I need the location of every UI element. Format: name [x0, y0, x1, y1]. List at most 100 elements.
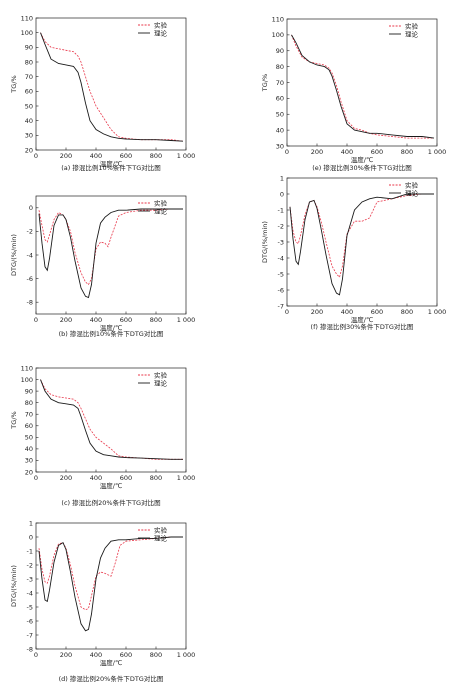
y-axis-label: DTG/(%/min) [261, 221, 269, 263]
chart-panel-d: 0 200 400 600 800 1 000 1 0 -1 -2 -3 -4 -5 -6 -7 -8 温度/℃… [10, 519, 195, 683]
y-tick-label: -3 [278, 238, 284, 246]
series-line-experiment [38, 208, 183, 286]
x-tick-label: 200 [60, 651, 72, 659]
x-tick-label: 400 [90, 316, 102, 324]
x-tick-label: 600 [120, 316, 132, 324]
y-tick-label: 20 [25, 468, 33, 476]
y-tick-label: 0 [29, 204, 33, 212]
x-tick-label: 1 000 [177, 316, 196, 324]
y-tick-label: -4 [27, 589, 33, 597]
chart-panel-f: 0 200 400 600 800 1 000 1 0 -1 -2 -3 -4 -5 -6 -7 温度/℃ DT… [261, 174, 446, 331]
y-tick-label: 20 [25, 146, 33, 154]
x-tick-label: 800 [401, 148, 413, 156]
y-tick-label: 80 [25, 399, 33, 407]
series-line-experiment [38, 536, 183, 611]
y-tick-label: -2 [27, 561, 33, 569]
x-tick-label: 800 [150, 474, 162, 482]
y-tick-label: 70 [25, 73, 33, 81]
y-axis-label: TG/% [261, 74, 269, 92]
x-tick-label: 1 000 [177, 152, 196, 160]
y-tick-label: 90 [25, 387, 33, 395]
y-tick-label: 110 [272, 15, 284, 23]
y-tick-label: -4 [278, 254, 284, 262]
chart-caption: (b) 掺混比例10%条件下DTG对比图 [59, 329, 164, 338]
y-tick-label: 30 [25, 457, 33, 465]
x-tick-label: 0 [285, 308, 289, 316]
x-tick-label: 400 [341, 148, 353, 156]
x-axis-label: 温度/℃ [100, 323, 123, 332]
y-tick-label: -5 [27, 603, 33, 611]
chart-caption: (c) 掺混比例20%条件下TG对比图 [61, 498, 160, 507]
x-tick-label: 400 [90, 152, 102, 160]
x-tick-label: 800 [401, 308, 413, 316]
y-tick-label: -2 [27, 228, 33, 236]
x-tick-label: 0 [34, 152, 38, 160]
y-tick-label: -5 [278, 270, 284, 278]
y-tick-label: 1 [280, 174, 284, 182]
y-tick-label: 100 [272, 31, 284, 39]
legend-label-experiment: 实验 [154, 370, 168, 379]
x-tick-label: 400 [341, 308, 353, 316]
plot-frame [35, 367, 187, 473]
plot-frame [35, 17, 187, 151]
x-tick-label: 0 [285, 148, 289, 156]
series-line-theory [40, 379, 183, 460]
series-line-theory [38, 208, 183, 299]
y-tick-label: 80 [25, 58, 33, 66]
series-line-theory [291, 34, 435, 139]
y-tick-label: -7 [278, 302, 284, 310]
y-tick-label: 40 [25, 117, 33, 125]
legend-label-experiment: 实验 [154, 20, 168, 29]
y-tick-label: 60 [25, 88, 33, 96]
x-tick-label: 200 [60, 474, 72, 482]
x-tick-label: 200 [60, 316, 72, 324]
x-tick-label: 200 [311, 308, 323, 316]
x-tick-label: 1 000 [177, 474, 196, 482]
x-tick-label: 200 [311, 148, 323, 156]
y-tick-label: 50 [25, 434, 33, 442]
series-line-experiment [40, 379, 183, 460]
y-tick-label: 40 [25, 445, 33, 453]
y-axis-label: DTG/(%/min) [10, 565, 18, 607]
x-tick-label: 1 000 [177, 651, 196, 659]
y-tick-label: 50 [25, 102, 33, 110]
x-tick-label: 400 [90, 474, 102, 482]
legend-label-theory: 理论 [154, 378, 168, 387]
y-tick-label: -4 [27, 251, 33, 259]
chart-caption: (a) 掺混比例10%条件下TG对比图 [61, 163, 161, 172]
y-tick-label: -7 [27, 631, 33, 639]
y-tick-label: 60 [25, 422, 33, 430]
y-tick-label: -2 [278, 222, 284, 230]
series-line-theory [40, 32, 184, 142]
y-axis-label: DTG/(%/min) [10, 234, 18, 276]
y-tick-label: -3 [27, 575, 33, 583]
y-tick-label: -6 [27, 275, 33, 283]
y-tick-label: 60 [276, 95, 284, 103]
x-axis-label: 温度/℃ [100, 658, 123, 667]
x-tick-label: 1 000 [428, 308, 447, 316]
series-line-theory [289, 193, 434, 296]
x-axis-label: 温度/℃ [351, 315, 374, 324]
legend-label-theory: 理论 [405, 188, 419, 197]
y-tick-label: 100 [21, 376, 33, 384]
x-axis-label: 温度/℃ [100, 481, 123, 490]
x-axis-label: 温度/℃ [100, 159, 123, 168]
x-tick-label: 0 [34, 316, 38, 324]
y-tick-label: 30 [25, 132, 33, 140]
x-tick-label: 0 [34, 474, 38, 482]
x-tick-label: 600 [371, 308, 383, 316]
y-tick-label: 40 [276, 126, 284, 134]
x-tick-label: 600 [120, 651, 132, 659]
x-tick-label: 200 [60, 152, 72, 160]
x-tick-label: 1 000 [428, 148, 447, 156]
y-tick-label: 0 [29, 533, 33, 541]
y-tick-label: -8 [27, 299, 33, 307]
legend-label-theory: 理论 [154, 28, 168, 37]
legend-label-theory: 理论 [154, 206, 168, 215]
y-axis-label: TG/% [10, 411, 18, 429]
chart-panel-e: 0 200 400 600 800 1 000 30 40 50 60 70 80 90 100 110 温度… [261, 15, 446, 172]
plot-frame [35, 522, 187, 650]
series-line-experiment [291, 34, 434, 139]
y-tick-label: -8 [27, 645, 33, 653]
